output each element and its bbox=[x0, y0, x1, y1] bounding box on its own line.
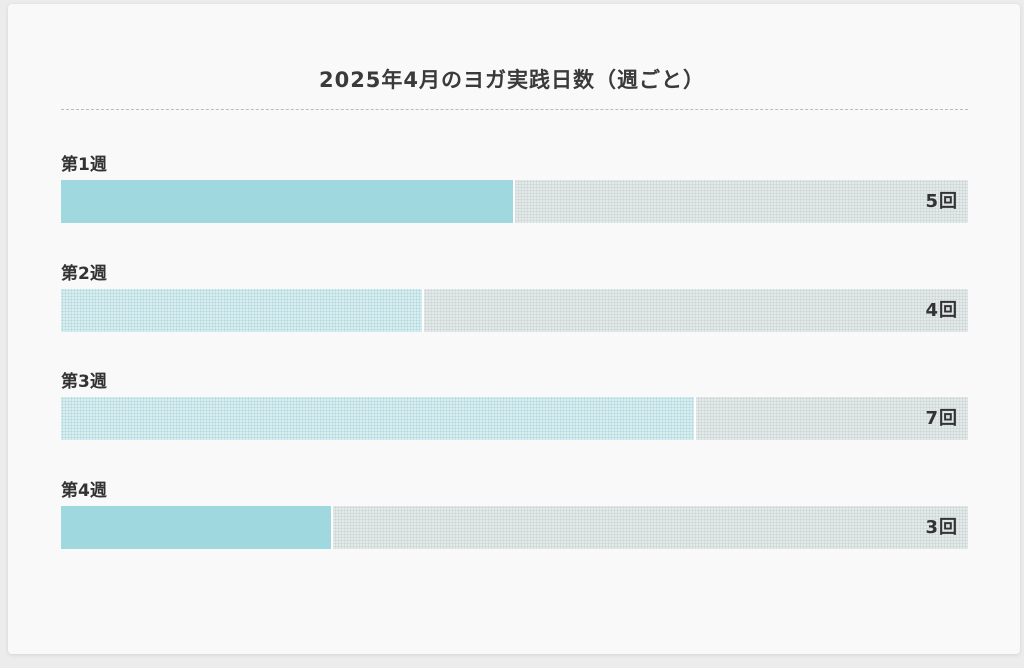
bar-value-label: 5回 bbox=[925, 191, 958, 212]
bar-value-label: 3回 bbox=[925, 516, 958, 538]
bar-fill bbox=[61, 397, 696, 440]
bar-category-label: 第4週 bbox=[61, 480, 107, 501]
bar-row: 第2週 4回 bbox=[61, 259, 968, 339]
bar-value-label: 7回 bbox=[925, 408, 958, 429]
bar-row: 第4週 3回 bbox=[61, 476, 968, 556]
bar-track: 7回 bbox=[61, 397, 968, 440]
bar-category-label: 第2週 bbox=[61, 263, 107, 284]
bar-row: 第3週 7回 bbox=[61, 367, 968, 447]
bar-category-label: 第1週 bbox=[61, 155, 107, 175]
bar-row: 第1週 5回 bbox=[61, 150, 968, 230]
bar-fill bbox=[61, 180, 515, 223]
chart-title: 2025年4月のヨガ実践日数（週ごと） bbox=[318, 68, 706, 92]
title-divider bbox=[61, 109, 968, 110]
bar-fill bbox=[61, 288, 424, 332]
bar-track: 3回 bbox=[61, 505, 968, 549]
bar-track: 4回 bbox=[61, 288, 968, 332]
bar-track: 5回 bbox=[61, 180, 968, 223]
bar-value-label: 4回 bbox=[925, 299, 958, 321]
bar-fill bbox=[61, 505, 333, 549]
bar-category-label: 第3週 bbox=[61, 372, 107, 392]
